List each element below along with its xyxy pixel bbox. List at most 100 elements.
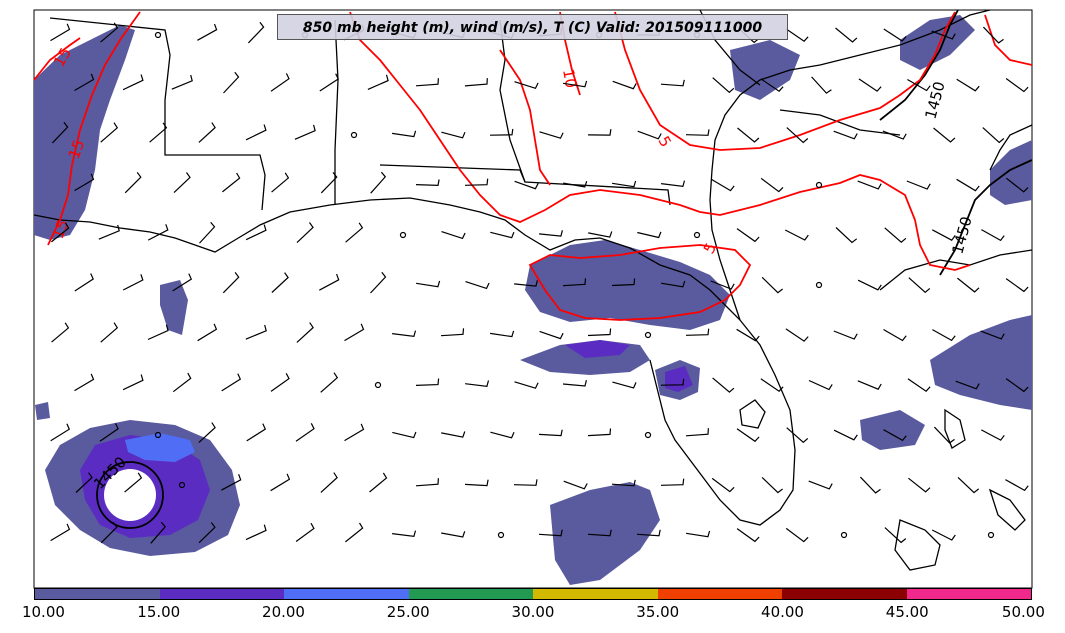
wind-barb <box>761 476 783 494</box>
keys-islands <box>944 408 966 449</box>
wind-barb <box>392 130 417 138</box>
wind-barb <box>122 74 144 91</box>
colorbar-segment <box>408 589 533 599</box>
temp-label-4: 10 <box>559 68 580 90</box>
wind-barb <box>100 22 119 43</box>
wind-barb <box>786 127 809 144</box>
wind-barb <box>661 280 686 288</box>
wind-barb <box>833 429 858 441</box>
colorbar-tick-label: 45.00 <box>885 603 929 621</box>
wind-barb <box>760 177 784 193</box>
colorbar-tick-label: 20.00 <box>262 603 305 621</box>
wind-barb <box>490 330 515 338</box>
height-contour-hurricane <box>96 461 164 529</box>
wind-barb <box>933 426 955 444</box>
calm-wind-marker <box>840 531 848 539</box>
wind-barb <box>539 230 563 237</box>
wind-barb <box>1005 78 1029 93</box>
wind-barb <box>883 328 907 342</box>
wind-barb <box>172 273 193 292</box>
wind-barb <box>908 277 931 294</box>
calm-wind-marker <box>154 31 162 39</box>
wind-barb <box>344 423 365 442</box>
wind-barb <box>712 77 735 94</box>
wind-barb <box>464 479 489 487</box>
wind-barb <box>320 472 338 493</box>
wind-barb <box>637 231 662 239</box>
gulf-coast <box>33 197 796 526</box>
wind-barb <box>124 472 143 493</box>
shade-gulf-south <box>550 482 660 585</box>
shade-west-gulf <box>160 280 188 335</box>
wind-barb <box>100 122 119 143</box>
wind-barb <box>588 231 613 238</box>
calm-wind-marker <box>374 381 382 389</box>
colorbar-segment <box>284 589 409 599</box>
calm-wind-marker <box>693 231 701 239</box>
wind-barb <box>198 422 216 443</box>
wind-barb <box>685 129 710 136</box>
wind-barb <box>611 278 636 287</box>
shade-southeast-1 <box>860 410 925 450</box>
wind-barb <box>514 381 539 389</box>
calm-wind-marker <box>987 531 995 539</box>
wind-barb <box>370 171 387 194</box>
shade-atlantic-north <box>900 15 975 70</box>
shade-islands <box>35 402 50 420</box>
wind-barb <box>710 280 735 290</box>
wind-barb <box>147 324 169 341</box>
wind-barbs <box>50 21 1029 544</box>
wind-barb <box>370 271 387 294</box>
wind-barb <box>296 222 314 244</box>
wind-barb <box>685 428 709 437</box>
colorbar-tick-label: 50.00 <box>1001 603 1045 621</box>
wind-barb <box>124 172 142 194</box>
wind-barb <box>611 479 636 487</box>
wind-barb <box>980 330 1005 340</box>
wind-barb <box>1005 378 1029 393</box>
colorbar-segment <box>906 589 1031 599</box>
wind-barb <box>245 124 267 141</box>
wind-barb <box>857 279 882 291</box>
wind-barb <box>441 231 466 240</box>
wind-barb <box>562 380 587 387</box>
temp-contour-ne <box>984 14 1033 66</box>
wind-barb <box>587 328 612 337</box>
height-contour-east <box>939 159 1033 276</box>
calm-wind-marker <box>644 331 652 339</box>
colorbar-tick-label: 10.00 <box>21 603 65 621</box>
wind-barb <box>122 274 144 291</box>
wind-barb <box>660 378 685 386</box>
wind-barb <box>270 373 290 392</box>
wind-barb <box>198 522 216 544</box>
wind-barb <box>367 74 389 90</box>
wind-barb <box>539 131 564 139</box>
cuba-bahamas <box>894 519 941 571</box>
wind-barb <box>369 472 388 493</box>
wind-barb <box>51 121 69 144</box>
wind-barb <box>908 477 931 493</box>
wind-barb <box>1005 278 1029 293</box>
wind-barb <box>982 26 1004 44</box>
calm-wind-marker <box>350 131 358 139</box>
wind-barb <box>737 127 760 143</box>
wind-barb <box>150 521 166 544</box>
temp-contour-15-west <box>47 11 141 246</box>
map-title: 850 mb height (m), wind (m/s), T (C) Val… <box>277 14 788 40</box>
wind-barb <box>760 378 784 392</box>
wind-barb <box>857 380 882 390</box>
wind-barb <box>785 28 809 42</box>
wind-barb <box>907 378 931 392</box>
wind-barb <box>74 373 95 392</box>
wind-barb <box>320 172 338 194</box>
wind-barb <box>933 127 956 143</box>
wind-barb <box>563 80 588 88</box>
wind-barb <box>415 179 440 187</box>
coastlines <box>33 9 1033 571</box>
wind-barb <box>270 473 291 492</box>
wind-barb <box>50 423 71 442</box>
wind-barb <box>858 78 882 92</box>
wind-barb <box>173 172 191 194</box>
wind-barb <box>538 529 563 537</box>
wind-barb <box>392 530 417 538</box>
